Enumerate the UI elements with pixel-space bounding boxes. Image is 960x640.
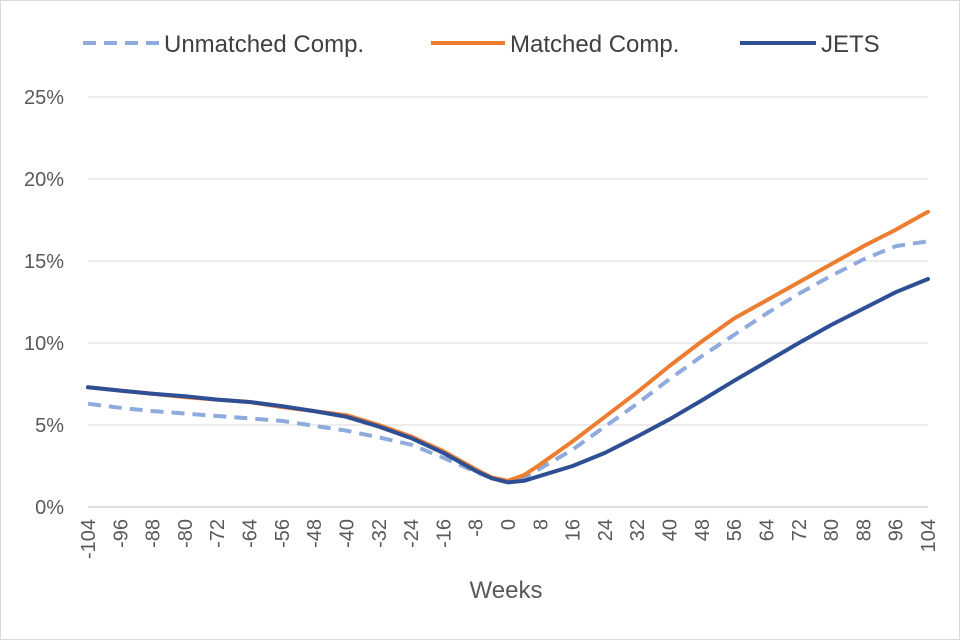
- x-tick-label: -24: [401, 519, 423, 548]
- x-tick-label: -8: [466, 519, 488, 537]
- x-tick-label: -64: [240, 519, 262, 548]
- series-line-jets: [86, 277, 930, 485]
- x-tick-label: -40: [336, 519, 358, 548]
- y-tick-label: 10%: [24, 333, 64, 355]
- x-tick-label: 104: [918, 519, 940, 552]
- x-tick-label: 24: [595, 519, 617, 541]
- x-tick-label: -56: [272, 519, 294, 548]
- x-tick-label: 80: [821, 519, 843, 541]
- x-tick-label: -16: [433, 519, 455, 548]
- legend: Unmatched Comp. Matched Comp. JETS: [83, 31, 880, 58]
- x-tick-label: 64: [756, 519, 778, 541]
- y-axis-ticks: 0% 5% 10% 15% 20% 25%: [24, 87, 64, 519]
- legend-label: Matched Comp.: [510, 31, 679, 58]
- series-lines: [86, 209, 930, 485]
- x-tick-label: -32: [369, 519, 391, 548]
- y-tick-label: 5%: [35, 415, 64, 437]
- gridlines: [88, 96, 928, 508]
- x-tick-label: 96: [886, 519, 908, 541]
- y-tick-label: 25%: [24, 87, 64, 109]
- x-axis-ticks: -104 -96 -88 -80 -72 -64 -56 -48 -40 -32 -24 -16 -8 0…: [78, 519, 940, 559]
- x-tick-label: -96: [110, 519, 132, 548]
- x-tick-label: -104: [78, 519, 100, 559]
- series-line-matched-comp: [86, 209, 930, 483]
- x-tick-label: 88: [853, 519, 875, 541]
- x-tick-label: 72: [789, 519, 811, 541]
- x-tick-label: 32: [627, 519, 649, 541]
- x-tick-label: 16: [563, 519, 585, 541]
- y-tick-label: 20%: [24, 169, 64, 191]
- series-line-unmatched-comp: [87, 239, 929, 484]
- x-tick-label: 8: [530, 519, 552, 530]
- x-tick-label: 56: [724, 519, 746, 541]
- x-tick-label: -80: [175, 519, 197, 548]
- x-tick-label: -48: [304, 519, 326, 548]
- legend-label: Unmatched Comp.: [164, 31, 364, 58]
- y-tick-label: 15%: [24, 251, 64, 273]
- x-tick-label: 40: [660, 519, 682, 541]
- x-tick-label: -72: [207, 519, 229, 548]
- x-tick-label: 0: [498, 519, 520, 530]
- x-axis-title: Weeks: [470, 577, 543, 604]
- legend-label: JETS: [821, 31, 880, 58]
- x-tick-label: -88: [143, 519, 165, 548]
- y-tick-label: 0%: [35, 497, 64, 519]
- x-tick-label: 48: [692, 519, 714, 541]
